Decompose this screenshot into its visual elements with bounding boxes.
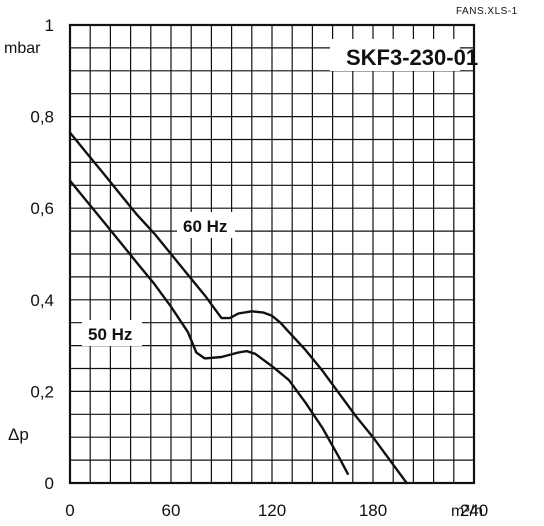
chart-title: SKF3-230-01 — [346, 45, 478, 70]
plot-frame — [68, 23, 476, 485]
x-tick-label: 60 — [162, 501, 181, 520]
curves — [68, 131, 408, 485]
x-unit-label: m³/h — [451, 503, 483, 520]
series-label-bg-50hz — [82, 320, 142, 346]
tick-labels: 0 60 120 180 240 0 0,2 0,4 0,6 0,8 1 — [30, 16, 488, 520]
file-label: FANS.XLS-1 — [456, 6, 518, 17]
series-label-50hz: 50 Hz — [88, 325, 132, 344]
y-tick-label: 0,4 — [30, 291, 54, 310]
series-line-50hz — [68, 179, 349, 475]
y-tick-label: 0,2 — [30, 382, 54, 401]
y-tick-label: 0 — [45, 474, 54, 493]
y-tick-label: 0,6 — [30, 199, 54, 218]
x-tick-label: 180 — [359, 501, 387, 520]
series-line-60hz — [68, 131, 408, 485]
y-unit-label: mbar — [4, 40, 41, 57]
x-tick-label: 240 — [460, 501, 488, 520]
y-tick-label: 0,8 — [30, 108, 54, 127]
x-tick-label: 120 — [258, 501, 286, 520]
series-label-60hz: 60 Hz — [183, 217, 227, 236]
y-symbol-label: Δp — [8, 425, 29, 444]
series-label-bg-60hz — [177, 212, 235, 238]
y-tick-label: 1 — [45, 16, 54, 35]
title-background — [330, 39, 460, 71]
x-tick-label: 0 — [65, 501, 74, 520]
